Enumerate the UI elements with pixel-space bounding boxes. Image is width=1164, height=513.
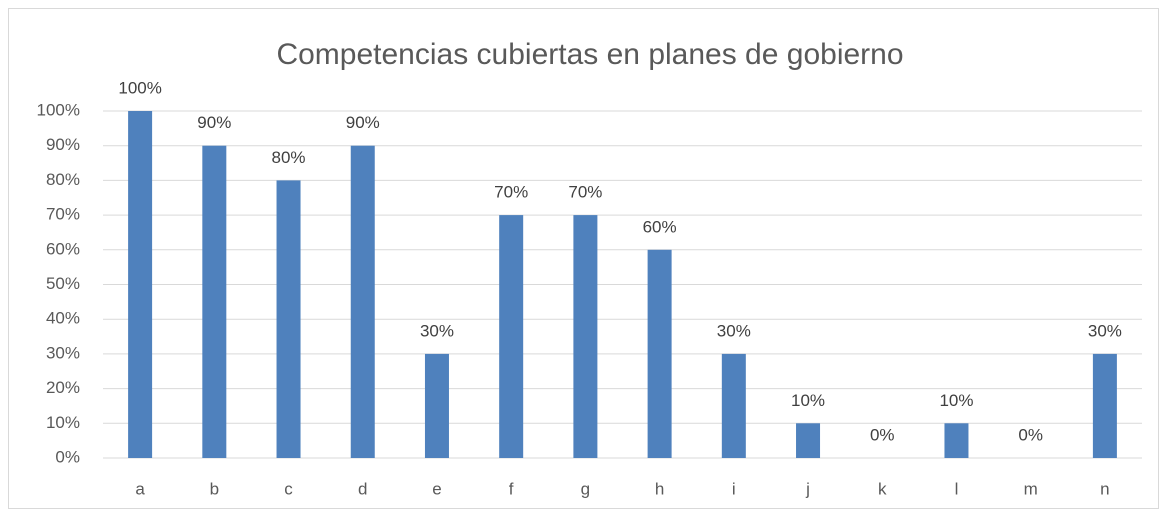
y-tick-label: 20%	[46, 378, 80, 397]
y-tick-label: 80%	[46, 170, 80, 189]
y-tick-label: 10%	[46, 413, 80, 432]
y-tick-label: 100%	[37, 100, 80, 119]
x-tick-label: i	[732, 479, 736, 498]
x-tick-label: g	[581, 479, 590, 498]
y-tick-label: 60%	[46, 239, 80, 258]
bar	[202, 145, 227, 458]
x-tick-label: d	[358, 479, 367, 498]
data-label: 80%	[272, 148, 306, 167]
bar	[350, 145, 375, 458]
data-label: 30%	[420, 321, 454, 340]
data-label: 60%	[643, 217, 677, 236]
x-tick-label: m	[1024, 479, 1038, 498]
bar	[944, 423, 969, 458]
bar	[721, 353, 746, 458]
x-tick-label: b	[210, 479, 219, 498]
data-label: 30%	[1088, 321, 1122, 340]
data-label: 30%	[717, 321, 751, 340]
y-tick-label: 90%	[46, 135, 80, 154]
data-label: 90%	[346, 113, 380, 132]
x-tick-label: f	[509, 479, 514, 498]
x-tick-label: j	[805, 479, 810, 498]
bar	[128, 111, 153, 458]
bar	[573, 215, 598, 458]
y-tick-label: 40%	[46, 309, 80, 328]
x-tick-label: k	[878, 479, 887, 498]
data-label: 70%	[568, 183, 602, 202]
bar	[499, 215, 524, 458]
data-label: 10%	[791, 391, 825, 410]
x-tick-label: l	[955, 479, 959, 498]
x-tick-label: h	[655, 479, 664, 498]
data-label: 70%	[494, 183, 528, 202]
bar	[796, 423, 821, 458]
data-label: 0%	[870, 425, 895, 444]
x-tick-label: c	[284, 479, 293, 498]
data-label: 0%	[1018, 425, 1043, 444]
y-tick-label: 50%	[46, 274, 80, 293]
bar	[1092, 353, 1117, 458]
bar	[424, 353, 449, 458]
x-tick-label: n	[1100, 479, 1109, 498]
x-tick-label: e	[432, 479, 441, 498]
data-label: 10%	[939, 391, 973, 410]
y-tick-label: 0%	[55, 447, 80, 466]
bar	[276, 180, 301, 458]
data-label: 90%	[197, 113, 231, 132]
data-label: 100%	[118, 78, 161, 97]
y-tick-label: 70%	[46, 205, 80, 224]
x-tick-label: a	[135, 479, 145, 498]
bar	[647, 249, 672, 458]
chart-title: Competencias cubiertas en planes de gobi…	[276, 38, 903, 71]
y-tick-label: 30%	[46, 343, 80, 362]
